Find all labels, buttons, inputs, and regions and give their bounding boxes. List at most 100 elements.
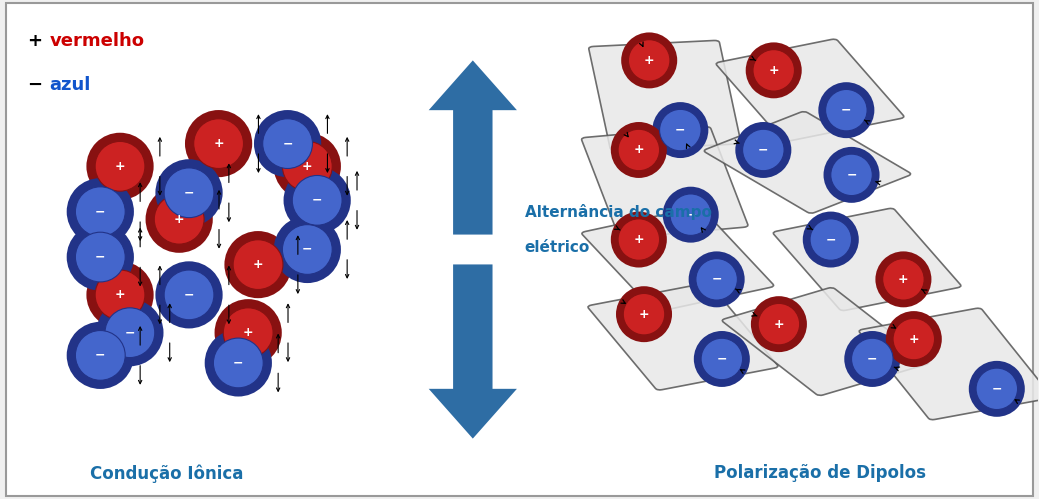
Text: +: + bbox=[252, 258, 263, 271]
Ellipse shape bbox=[618, 129, 660, 171]
Ellipse shape bbox=[758, 303, 800, 345]
Text: −: − bbox=[867, 352, 878, 365]
Ellipse shape bbox=[273, 133, 341, 200]
Text: +: + bbox=[114, 160, 126, 173]
Text: +: + bbox=[243, 326, 254, 339]
Ellipse shape bbox=[233, 240, 283, 289]
Text: +: + bbox=[213, 137, 224, 150]
Ellipse shape bbox=[66, 322, 134, 389]
Text: −: − bbox=[758, 144, 769, 157]
Ellipse shape bbox=[753, 49, 795, 91]
Text: +: + bbox=[174, 213, 185, 226]
Text: −: − bbox=[27, 76, 42, 94]
Ellipse shape bbox=[886, 311, 941, 367]
Ellipse shape bbox=[164, 270, 214, 320]
Ellipse shape bbox=[76, 187, 126, 237]
Ellipse shape bbox=[205, 329, 272, 397]
Ellipse shape bbox=[976, 368, 1017, 410]
Ellipse shape bbox=[284, 167, 351, 234]
Ellipse shape bbox=[743, 129, 784, 171]
Ellipse shape bbox=[746, 42, 802, 98]
Text: −: − bbox=[675, 124, 686, 137]
Text: +: + bbox=[634, 233, 644, 246]
FancyBboxPatch shape bbox=[704, 112, 910, 213]
Text: +: + bbox=[908, 332, 920, 346]
Text: −: − bbox=[283, 137, 293, 150]
Ellipse shape bbox=[968, 361, 1024, 417]
Text: −: − bbox=[717, 352, 727, 365]
FancyBboxPatch shape bbox=[773, 209, 961, 310]
Ellipse shape bbox=[283, 141, 332, 191]
Ellipse shape bbox=[736, 122, 792, 178]
Text: −: − bbox=[826, 233, 836, 246]
FancyBboxPatch shape bbox=[6, 3, 1033, 496]
Ellipse shape bbox=[611, 212, 667, 267]
Ellipse shape bbox=[105, 308, 155, 358]
Ellipse shape bbox=[86, 261, 154, 328]
Text: −: − bbox=[991, 382, 1002, 395]
Text: −: − bbox=[312, 194, 322, 207]
Ellipse shape bbox=[894, 318, 934, 360]
Text: −: − bbox=[847, 168, 857, 181]
Text: −: − bbox=[125, 326, 135, 339]
Text: azul: azul bbox=[50, 76, 90, 94]
Ellipse shape bbox=[66, 178, 134, 245]
Text: −: − bbox=[233, 356, 243, 369]
FancyBboxPatch shape bbox=[582, 208, 774, 311]
Ellipse shape bbox=[826, 89, 868, 131]
Ellipse shape bbox=[283, 225, 332, 274]
Ellipse shape bbox=[623, 293, 665, 335]
Ellipse shape bbox=[76, 330, 126, 380]
Text: −: − bbox=[95, 349, 106, 362]
Ellipse shape bbox=[66, 224, 134, 290]
Ellipse shape bbox=[621, 32, 677, 88]
Ellipse shape bbox=[164, 168, 214, 218]
Polygon shape bbox=[429, 60, 517, 235]
Text: Condução Iônica: Condução Iônica bbox=[90, 464, 243, 483]
Ellipse shape bbox=[629, 40, 670, 81]
Text: +: + bbox=[639, 308, 649, 321]
Ellipse shape bbox=[819, 82, 875, 138]
Ellipse shape bbox=[263, 119, 313, 169]
Text: vermelho: vermelho bbox=[50, 31, 144, 49]
Text: +: + bbox=[302, 160, 313, 173]
Ellipse shape bbox=[154, 195, 204, 244]
Ellipse shape bbox=[810, 219, 852, 260]
Text: −: − bbox=[686, 208, 696, 221]
Ellipse shape bbox=[76, 232, 126, 282]
Text: −: − bbox=[842, 104, 852, 117]
Text: −: − bbox=[302, 243, 313, 256]
Ellipse shape bbox=[292, 176, 342, 225]
Ellipse shape bbox=[618, 219, 660, 260]
Ellipse shape bbox=[803, 212, 859, 267]
Text: −: − bbox=[712, 273, 722, 286]
Ellipse shape bbox=[616, 286, 672, 342]
Ellipse shape bbox=[224, 231, 292, 298]
Text: +: + bbox=[634, 144, 644, 157]
Ellipse shape bbox=[652, 102, 709, 158]
Ellipse shape bbox=[254, 110, 321, 177]
Ellipse shape bbox=[660, 109, 701, 151]
Ellipse shape bbox=[670, 194, 712, 236]
Ellipse shape bbox=[696, 258, 738, 300]
Ellipse shape bbox=[694, 331, 750, 387]
Text: −: − bbox=[95, 250, 106, 263]
Ellipse shape bbox=[156, 261, 222, 328]
Ellipse shape bbox=[824, 147, 880, 203]
FancyBboxPatch shape bbox=[722, 288, 929, 395]
FancyBboxPatch shape bbox=[582, 127, 748, 238]
Text: −: − bbox=[184, 288, 194, 301]
Ellipse shape bbox=[223, 308, 273, 358]
Ellipse shape bbox=[145, 186, 213, 253]
Ellipse shape bbox=[185, 110, 252, 177]
Ellipse shape bbox=[96, 141, 144, 191]
Ellipse shape bbox=[214, 299, 282, 366]
Ellipse shape bbox=[611, 122, 667, 178]
Text: −: − bbox=[184, 186, 194, 199]
Ellipse shape bbox=[663, 187, 719, 243]
FancyBboxPatch shape bbox=[859, 308, 1039, 420]
Text: +: + bbox=[898, 273, 909, 286]
Ellipse shape bbox=[193, 119, 243, 169]
Ellipse shape bbox=[689, 251, 745, 307]
Ellipse shape bbox=[96, 270, 144, 320]
